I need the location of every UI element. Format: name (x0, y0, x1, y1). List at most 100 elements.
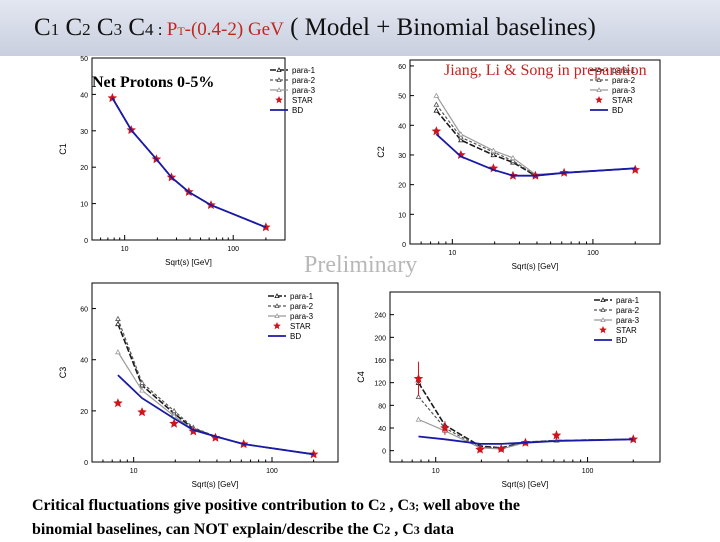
c2-xlabel: Sqrt(s) [GeV] (512, 262, 559, 271)
c1-legend-label: para-2 (292, 76, 316, 85)
c1-ytick-label: 40 (80, 92, 88, 99)
c3-ylabel: C3 (58, 367, 68, 379)
c1-xtick-label: 100 (227, 246, 239, 253)
c2-legend-label: para-3 (612, 86, 636, 95)
c1-ytick-label: 0 (84, 238, 88, 245)
c1-point-STAR (107, 93, 118, 103)
conclusion-line-1: Critical fluctuations give positive cont… (32, 497, 520, 514)
c4-point-para-3 (415, 416, 422, 422)
c1-ytick-label: 10 (80, 202, 88, 209)
c2-point-STAR (630, 164, 640, 174)
c1-legend-swatch (275, 96, 283, 104)
c1-legend-marker (276, 87, 282, 92)
conclusion-text: Critical fluctuations give positive cont… (32, 494, 712, 542)
c4-ytick-label: 120 (374, 381, 386, 388)
c4-legend-marker (600, 297, 606, 302)
c2-xtick-label: 10 (448, 250, 456, 257)
c4-legend-label: BD (616, 336, 627, 345)
c2-point-para-1 (490, 151, 497, 158)
c3-frame (91, 282, 339, 463)
c1-legend-marker (276, 77, 282, 82)
c3-legend-label: para-3 (290, 312, 314, 321)
c1-xtick-label: 10 (121, 246, 129, 253)
c1-ytick-label: 30 (80, 129, 88, 136)
c1-legend-label: para-3 (292, 86, 316, 95)
c2-legend-marker (596, 87, 602, 92)
c4-legend-label: STAR (616, 326, 637, 335)
c1-xlabel: Sqrt(s) [GeV] (165, 258, 212, 267)
c1-legend-marker (276, 67, 282, 72)
c3-point-para-2 (115, 315, 121, 321)
c2-ytick-label: 50 (398, 94, 406, 101)
c4-ylabel: C4 (356, 371, 366, 383)
c4-ytick-label: 240 (374, 313, 386, 320)
c3-ytick-label: 0 (84, 460, 88, 467)
c3-legend-marker (274, 293, 280, 298)
c4-xtick-label: 100 (582, 468, 594, 475)
c4-legend-label: para-2 (616, 306, 640, 315)
c2-point-STAR (431, 126, 442, 136)
c4-ytick-label: 200 (374, 335, 386, 342)
c3-point-STAR (137, 407, 147, 417)
c4-series-BD (418, 435, 634, 445)
c2-legend-label: para-1 (612, 66, 636, 75)
c2-ytick-label: 60 (398, 64, 406, 71)
c3-legend-label: para-2 (290, 302, 314, 311)
c2-point-para-3 (457, 131, 464, 137)
c1-legend-label: STAR (292, 96, 313, 105)
c4-point-para-2 (415, 393, 422, 399)
c2-point-para-2 (510, 157, 516, 164)
c4-point-STAR (496, 444, 506, 453)
c2-point-para-3 (510, 154, 516, 161)
panel-label: Net Protons 0-5% (92, 74, 215, 91)
c2-legend-label: para-2 (612, 76, 636, 85)
c4-xtick-label: 10 (432, 468, 440, 475)
c3-point-para-2 (139, 379, 145, 385)
c3-legend-label: STAR (290, 322, 311, 331)
credit-note: Jiang, Li & Song in preparation (444, 62, 647, 79)
c3-legend-marker (274, 313, 280, 318)
c3-ytick-label: 40 (80, 358, 88, 365)
title-bar (0, 0, 720, 56)
c1-legend-label: BD (292, 106, 303, 115)
preliminary-watermark: Preliminary (304, 252, 418, 278)
c3-point-para-3 (115, 349, 121, 355)
c2-point-para-2 (433, 101, 440, 107)
c3-ytick-label: 20 (80, 409, 88, 416)
c3-legend-marker (274, 303, 280, 308)
c3-legend-swatch (273, 322, 281, 330)
c2-ytick-label: 10 (398, 212, 406, 219)
c2-legend-label: BD (612, 106, 623, 115)
c3-point-para-2 (171, 407, 177, 414)
c2-point-para-1 (457, 137, 464, 143)
c4-legend-marker (600, 317, 606, 322)
c4-frame (389, 291, 661, 463)
c1-series-BD (111, 97, 267, 229)
c3-point-para-3 (139, 387, 145, 393)
c3-legend-label: para-1 (290, 292, 314, 301)
c2-legend-label: STAR (612, 96, 633, 105)
c2-series-BD (435, 133, 636, 177)
conclusion-line-2: binomial baselines, can NOT explain/desc… (32, 521, 454, 538)
c4-legend-swatch (599, 326, 607, 334)
slide-title: C1 C2 C3 C4 : PT-(0.4-2) GeV ( Model + B… (34, 14, 596, 41)
c1-legend-label: para-1 (292, 66, 316, 75)
c1-ylabel: C1 (58, 143, 68, 155)
c4-point-STAR (413, 373, 424, 383)
c4-ytick-label: 160 (374, 358, 386, 365)
c3-xtick-label: 100 (266, 468, 278, 475)
c3-xtick-label: 10 (130, 468, 138, 475)
c4-point-STAR (475, 444, 485, 454)
c1-frame (91, 57, 286, 241)
c4-point-STAR (551, 430, 562, 440)
c2-frame (409, 59, 661, 245)
c3-point-para-1 (139, 382, 145, 388)
c3-point-STAR (113, 398, 123, 408)
c4-ytick-label: 0 (382, 449, 386, 456)
c3-ytick-label: 60 (80, 307, 88, 314)
c2-ytick-label: 40 (398, 123, 406, 130)
c2-legend-marker (596, 77, 602, 82)
